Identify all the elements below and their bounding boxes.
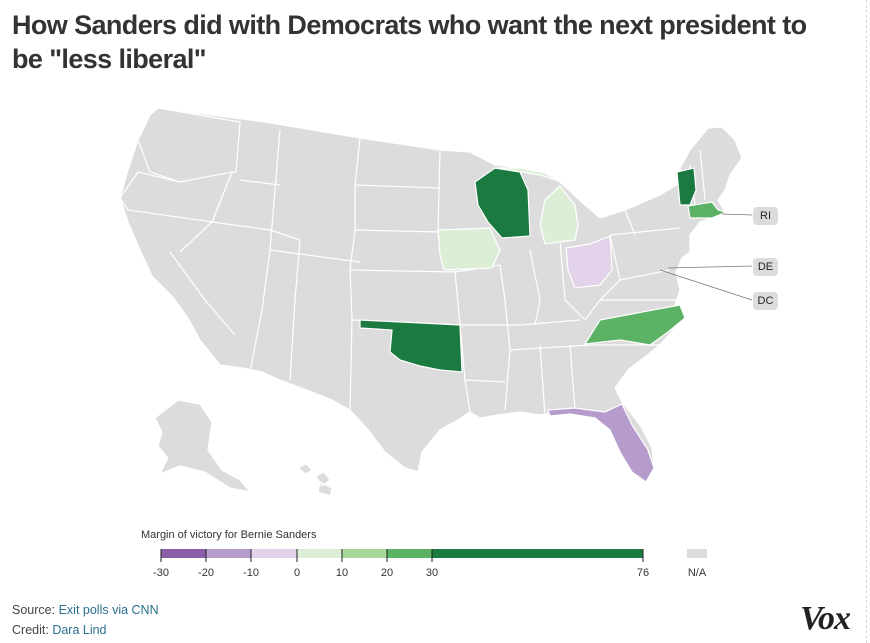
legend-tick-label: 10	[336, 567, 348, 579]
legend-tick-label: 20	[381, 567, 393, 579]
legend-tick-label: -20	[198, 567, 214, 579]
legend-swatch-m20_m10	[206, 549, 251, 558]
legend-tick-label: 30	[426, 567, 438, 579]
state-iowa	[437, 227, 501, 271]
legend-swatch-na	[687, 549, 707, 558]
callout-leaders	[659, 213, 753, 301]
legend-swatch-m10_0	[251, 549, 297, 558]
state-michigan	[494, 167, 579, 245]
hawaii	[296, 463, 333, 497]
source-line: Source: Exit polls via CNN	[12, 603, 159, 617]
state-oregon	[119, 171, 233, 223]
lower48-base	[119, 107, 743, 481]
state-ohio	[565, 235, 613, 289]
legend-tick-label: -30	[153, 567, 169, 579]
legend-tick-label: 76	[637, 567, 649, 579]
legend-swatch-p30_76	[432, 549, 643, 558]
state-vermont	[676, 167, 697, 206]
source-label: Source:	[12, 603, 56, 617]
alaska	[154, 399, 252, 493]
legend-na-label: N/A	[688, 567, 707, 579]
credit-label: Credit:	[12, 623, 49, 637]
legend-tick-label: 0	[294, 567, 300, 579]
vox-logo: Vox	[800, 600, 851, 637]
callout-dc: DC	[753, 292, 778, 310]
state-washington	[137, 107, 241, 183]
legend-swatch-m30_m20	[161, 549, 206, 558]
state-massachusetts	[687, 201, 728, 219]
legend-swatch-p10_20	[342, 549, 387, 558]
legend-tick-label: -10	[243, 567, 259, 579]
callout-ri: RI	[753, 207, 778, 225]
legend-swatch-p0_10	[297, 549, 342, 558]
legend-title: Margin of victory for Bernie Sanders	[141, 529, 317, 541]
state-oklahoma	[359, 319, 463, 373]
chart-title: How Sanders did with Democrats who want …	[12, 10, 807, 74]
state-north-carolina	[583, 304, 686, 346]
credit-line: Credit: Dara Lind	[12, 623, 107, 637]
credit-link[interactable]: Dara Lind	[52, 623, 107, 637]
state-florida	[547, 403, 655, 483]
source-link[interactable]: Exit polls via CNN	[58, 603, 159, 617]
callout-de: DE	[753, 258, 778, 276]
page-border	[866, 0, 867, 643]
legend-swatch-p20_30	[387, 549, 432, 558]
